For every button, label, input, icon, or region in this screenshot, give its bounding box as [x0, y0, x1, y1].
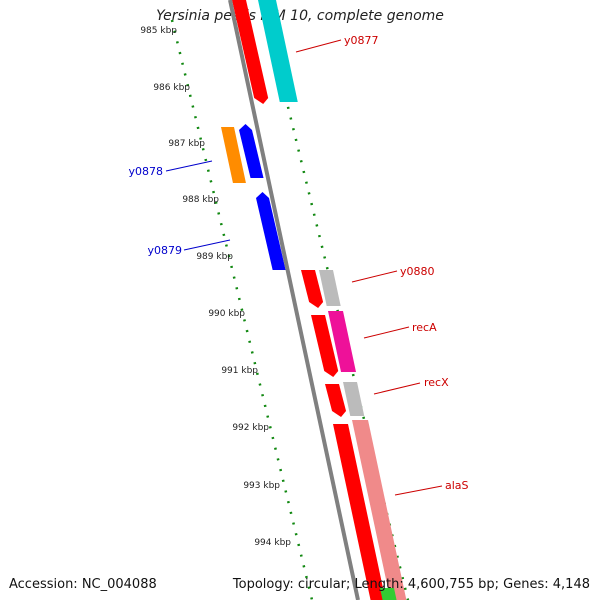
gene-label-y0879[interactable]: y0879 [147, 244, 182, 257]
tick-label: 990 kbp [208, 309, 245, 319]
feature-recA[interactable] [328, 311, 357, 372]
genome-info-text: Topology: circular; Length: 4,600,755 bp… [232, 577, 590, 592]
feature-grey-y0880[interactable] [319, 270, 341, 306]
feature-tracks [221, 0, 407, 600]
gene-labels: y0877 y0878 y0879 y0880 recA recX alaS [128, 34, 468, 492]
cds-alaS[interactable] [333, 424, 386, 600]
map-title: Yersinia pestis KIM 10, complete genome [156, 8, 444, 24]
tick-labels: 985 kbp 986 kbp 987 kbp 988 kbp 989 kbp … [140, 26, 291, 548]
tick-label: 987 kbp [168, 139, 205, 149]
feature-alaS[interactable] [352, 420, 407, 600]
blast-hit-y0877[interactable] [258, 0, 298, 102]
leader-y0878 [165, 160, 213, 172]
leader-y0880 [351, 270, 398, 283]
rna-feature-y0878[interactable] [221, 127, 246, 183]
cds-y0880[interactable] [301, 270, 324, 308]
leader-recX [373, 382, 421, 395]
gene-label-recA[interactable]: recA [412, 321, 437, 334]
cds-y0879[interactable] [256, 192, 286, 270]
cds-recA[interactable] [311, 315, 339, 377]
gene-label-y0880[interactable]: y0880 [400, 265, 435, 278]
gene-label-y0878[interactable]: y0878 [128, 165, 163, 178]
accession-text: Accession: NC_004088 [9, 577, 157, 592]
inner-tick-ring [170, 19, 314, 600]
tick-label: 992 kbp [232, 423, 269, 433]
tick-label: 985 kbp [140, 26, 177, 36]
cds-y0878[interactable] [239, 124, 264, 178]
gene-label-recX[interactable]: recX [424, 376, 449, 389]
feature-grey-recX[interactable] [343, 382, 365, 416]
leader-y0879 [183, 239, 231, 251]
tick-label: 991 kbp [221, 366, 258, 376]
tick-label: 993 kbp [243, 481, 280, 491]
tick-label: 988 kbp [182, 195, 219, 205]
cds-y0877[interactable] [232, 0, 269, 104]
tick-label: 986 kbp [153, 83, 190, 93]
gene-label-alaS[interactable]: alaS [445, 479, 469, 492]
leader-y0877 [295, 39, 342, 53]
cds-recX[interactable] [325, 384, 347, 417]
leader-alaS [394, 485, 443, 496]
gene-label-y0877[interactable]: y0877 [344, 34, 379, 47]
genome-backbone [228, 0, 360, 600]
gene-label-leaders [165, 39, 443, 496]
tick-label: 994 kbp [254, 538, 291, 548]
feature-green[interactable] [380, 588, 397, 600]
leader-recA [363, 326, 410, 339]
tick-label: 989 kbp [196, 252, 233, 262]
